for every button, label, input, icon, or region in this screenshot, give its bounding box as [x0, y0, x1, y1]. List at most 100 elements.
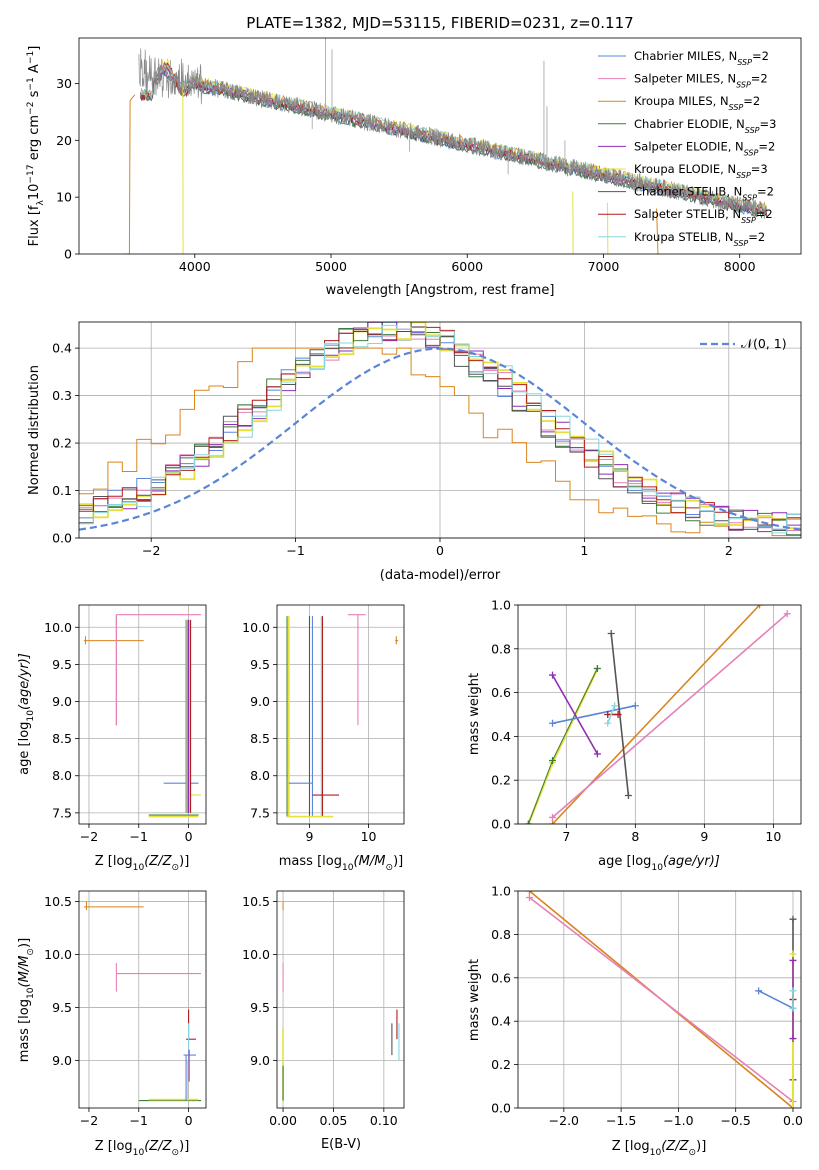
x-axis-label-part: age [log	[598, 854, 651, 869]
x-tick-label: 9	[306, 829, 314, 844]
legend-entry: Salpeter STELIB, NSSP=2	[634, 207, 773, 225]
legend-count: =3	[751, 162, 768, 176]
x-tick-label: −2	[80, 829, 98, 844]
x-axis-label-part: )]	[179, 854, 189, 869]
weight-point	[789, 1004, 797, 1012]
x-tick-label: −2.0	[549, 1113, 579, 1128]
x-axis-label: E(B-V)	[321, 1137, 361, 1152]
y-tick-label: 0.8	[491, 927, 511, 942]
y-tick-label: 0.2	[52, 436, 72, 451]
weight-point	[525, 891, 533, 895]
y-axis-label-part: erg cm	[27, 115, 42, 164]
weight-point	[549, 719, 557, 727]
y-tick-label: 30	[56, 76, 72, 91]
x-axis-label: Z [log10(Z/Z⊙)]	[612, 1139, 707, 1158]
y-tick-label: 9.0	[52, 694, 72, 709]
y-tick-label: 0.6	[491, 685, 511, 700]
x-axis-label-part: (Z/Z	[144, 854, 172, 869]
z-mass-axes: −2 −1 0 9.0 9.5 10.0 10.5	[44, 890, 207, 1128]
y-tick-label: 9.5	[250, 1000, 270, 1015]
legend-count: =3	[760, 117, 777, 131]
residual-axes-frame	[78, 321, 802, 539]
y-axis-label-part: (age/yr)]	[17, 653, 32, 710]
x-tick-label: 0.05	[320, 1113, 348, 1128]
x-tick-label: 2	[725, 543, 733, 558]
weight-line	[551, 674, 599, 755]
legend-sub: SSP	[737, 58, 752, 67]
legend-entry: Kroupa ELODIE, NSSP=3	[634, 162, 768, 180]
x-tick-label: −1	[286, 543, 304, 558]
y-tick-label: 8.0	[250, 768, 270, 783]
legend-count: =2	[752, 49, 769, 63]
y-tick-label: 0.8	[491, 641, 511, 656]
weight-point	[789, 956, 797, 964]
y-tick-label: 0.0	[491, 817, 511, 832]
mass-age-axes: 9 10 7.5 8.0 8.5 9.0 9.5 10.0	[242, 604, 405, 844]
legend-entry: Chabrier STELIB, NSSP=2	[634, 185, 774, 203]
legend-count: =2	[756, 207, 773, 221]
x-axis-label-part: 10	[651, 863, 663, 873]
z-age-axes-frame	[78, 604, 207, 825]
z-mass-axes-frame	[78, 890, 207, 1109]
legend-sub: SSP	[744, 148, 759, 157]
residual-histogram	[79, 326, 801, 531]
weight-point	[604, 719, 612, 727]
y-axis-label-part: A	[27, 64, 42, 77]
age-weight-axes-marks	[524, 605, 791, 824]
residual-axes-marks	[79, 322, 801, 537]
y-tick-label: 0.0	[491, 1101, 511, 1116]
x-tick-label: 0	[436, 543, 444, 558]
model-edge	[125, 94, 136, 254]
data-spectrum	[138, 48, 768, 219]
residual-histogram	[79, 324, 801, 534]
z-weight-axes: −2.0 −1.5 −1.0 −0.5 0.0 0.0 0.2 0.4 0.6 0.8 1.0	[491, 884, 803, 1129]
y-axis-label: Flux [fλ10−17 erg cm−2 s−1 A−1]	[26, 46, 46, 247]
x-tick-label: −1	[130, 1113, 148, 1128]
x-tick-label: 10	[765, 829, 781, 844]
y-tick-label: 9.0	[250, 694, 270, 709]
z-age-axes-marks	[83, 614, 202, 818]
y-tick-label: 9.0	[52, 1053, 72, 1068]
weight-point	[756, 605, 764, 609]
z-weight-axes-marks	[525, 891, 797, 1108]
x-tick-label: 10	[361, 829, 377, 844]
weight-point	[789, 950, 797, 958]
y-axis-label-part: 10	[26, 987, 36, 999]
z-mass-axes-marks	[83, 901, 202, 1102]
x-axis-label-part: ⊙	[689, 1148, 697, 1158]
y-axis-label-part: (M/M	[17, 956, 32, 988]
y-tick-label: 0.4	[491, 1014, 511, 1029]
legend-label: Chabrier STELIB, N	[634, 185, 742, 199]
y-axis-label-part: 10	[27, 184, 42, 201]
legend-count: =2	[757, 185, 774, 199]
z-weight-axes-frame	[517, 890, 802, 1109]
weight-point	[593, 665, 601, 673]
y-axis-label-part: 10	[26, 710, 36, 722]
y-tick-label: 10.5	[242, 894, 270, 909]
y-axis-label-part: λ	[36, 200, 46, 206]
x-axis-label-part: ⊙	[172, 1148, 180, 1158]
weight-point	[755, 987, 763, 995]
y-axis-label-part: mass [log	[17, 999, 32, 1062]
legend-entry: Chabrier ELODIE, NSSP=3	[634, 117, 776, 135]
residual-axes: −2 −1 0 1 2 0.0 0.1 0.2 0.3 0.4	[52, 321, 802, 558]
x-axis-label: Z [log10(Z/Z⊙)]	[95, 1139, 190, 1158]
weight-point	[789, 1035, 797, 1043]
y-tick-label: 0.2	[491, 773, 511, 788]
y-tick-label: 9.5	[52, 657, 72, 672]
legend-sub: SSP	[729, 103, 744, 112]
x-axis-label: Z [log10(Z/Z⊙)]	[95, 854, 190, 873]
weight-line	[551, 613, 788, 819]
weight-point	[783, 610, 791, 618]
y-tick-label: 9.0	[250, 1053, 270, 1068]
x-axis-label: mass [log10(M/M⊙)]	[279, 854, 403, 873]
weight-point	[607, 629, 615, 637]
y-tick-label: 7.5	[52, 805, 72, 820]
y-tick-label: 0.3	[52, 388, 72, 403]
x-axis-label: age [log10(age/yr)]	[598, 854, 720, 873]
x-axis-label-part: )]	[696, 1139, 706, 1154]
y-tick-label: 8.5	[250, 731, 270, 746]
weight-point	[631, 702, 639, 710]
weight-point	[549, 671, 557, 679]
spectrum-axes: 4000 5000 6000 7000 8000 0 10 20 30	[56, 37, 802, 274]
